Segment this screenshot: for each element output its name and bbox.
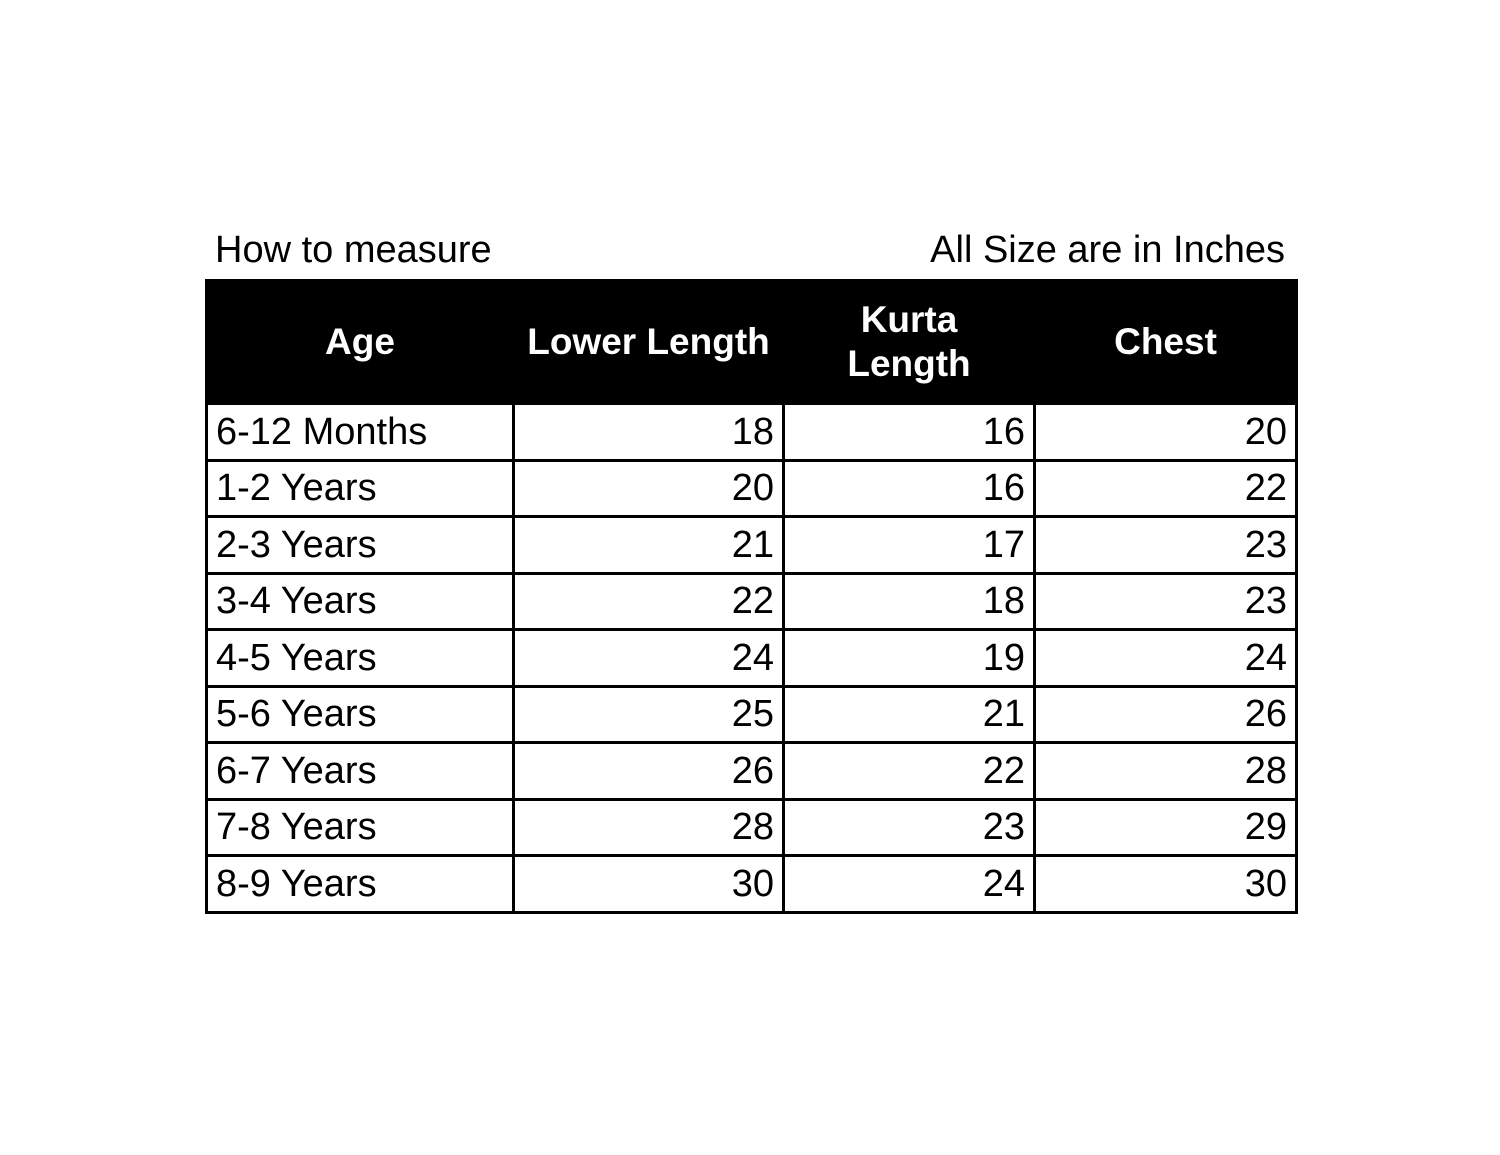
cell-age: 2-3 Years — [205, 515, 515, 575]
how-to-measure-caption: How to measure — [215, 229, 492, 271]
table-row: 6-7 Years 26 22 28 — [205, 741, 1298, 801]
table-row: 1-2 Years 20 16 22 — [205, 458, 1298, 518]
cell-chest: 29 — [1033, 797, 1298, 857]
header-kurta-length: Kurta Length — [782, 279, 1036, 405]
cell-kurta-length: 22 — [782, 741, 1036, 801]
table-row: 7-8 Years 28 23 29 — [205, 797, 1298, 857]
cell-lower-length: 22 — [512, 571, 785, 631]
cell-lower-length: 24 — [512, 628, 785, 688]
table-row: 4-5 Years 24 19 24 — [205, 628, 1298, 688]
cell-age: 6-12 Months — [205, 402, 515, 462]
cell-kurta-length: 16 — [782, 458, 1036, 518]
cell-lower-length: 25 — [512, 684, 785, 744]
cell-lower-length: 18 — [512, 402, 785, 462]
cell-chest: 24 — [1033, 628, 1298, 688]
cell-age: 5-6 Years — [205, 684, 515, 744]
cell-lower-length: 26 — [512, 741, 785, 801]
cell-kurta-length: 18 — [782, 571, 1036, 631]
header-row: Age Lower Length Kurta Length Chest — [205, 279, 1298, 405]
cell-chest: 28 — [1033, 741, 1298, 801]
cell-lower-length: 30 — [512, 854, 785, 914]
cell-kurta-length: 19 — [782, 628, 1036, 688]
table-row: 3-4 Years 22 18 23 — [205, 571, 1298, 631]
cell-kurta-length: 24 — [782, 854, 1036, 914]
cell-kurta-length: 16 — [782, 402, 1036, 462]
header-lower-length: Lower Length — [512, 279, 785, 405]
cell-age: 1-2 Years — [205, 458, 515, 518]
units-caption: All Size are in Inches — [930, 229, 1285, 271]
cell-kurta-length: 21 — [782, 684, 1036, 744]
cell-lower-length: 21 — [512, 515, 785, 575]
header-chest: Chest — [1033, 279, 1298, 405]
cell-age: 3-4 Years — [205, 571, 515, 631]
cell-kurta-length: 23 — [782, 797, 1036, 857]
table-row: 6-12 Months 18 16 20 — [205, 402, 1298, 462]
size-chart-table: Age Lower Length Kurta Length Chest 6-12… — [205, 279, 1298, 914]
cell-lower-length: 28 — [512, 797, 785, 857]
cell-chest: 22 — [1033, 458, 1298, 518]
cell-lower-length: 20 — [512, 458, 785, 518]
cell-age: 4-5 Years — [205, 628, 515, 688]
cell-chest: 30 — [1033, 854, 1298, 914]
cell-chest: 23 — [1033, 515, 1298, 575]
table-row: 8-9 Years 30 24 30 — [205, 854, 1298, 914]
cell-chest: 26 — [1033, 684, 1298, 744]
table-row: 2-3 Years 21 17 23 — [205, 515, 1298, 575]
cell-chest: 23 — [1033, 571, 1298, 631]
cell-kurta-length: 17 — [782, 515, 1036, 575]
table-row: 5-6 Years 25 21 26 — [205, 684, 1298, 744]
cell-age: 7-8 Years — [205, 797, 515, 857]
cell-age: 8-9 Years — [205, 854, 515, 914]
header-age: Age — [205, 279, 515, 405]
cell-age: 6-7 Years — [205, 741, 515, 801]
cell-chest: 20 — [1033, 402, 1298, 462]
